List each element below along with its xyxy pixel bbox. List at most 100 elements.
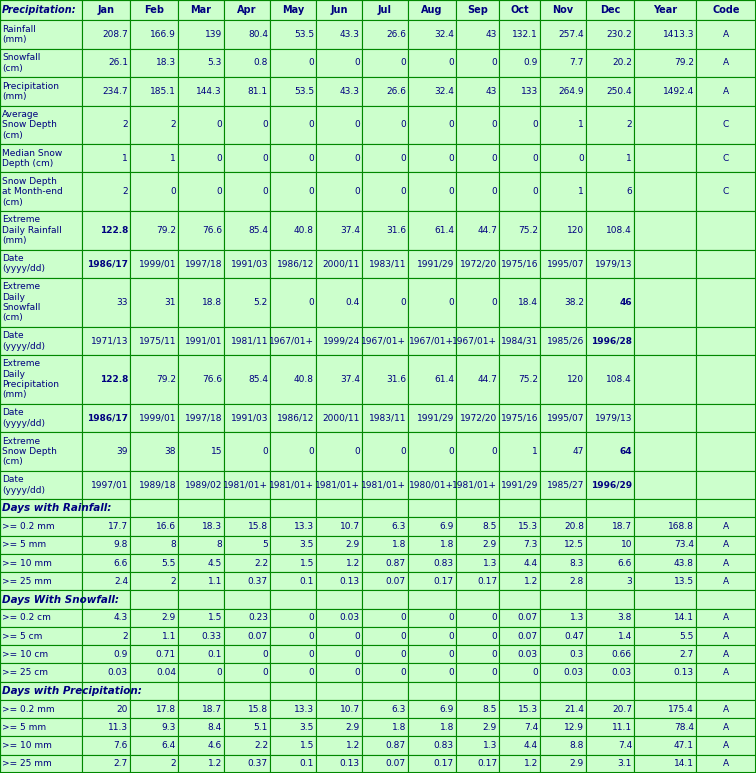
Bar: [316, 682, 362, 700]
Text: 76.6: 76.6: [202, 375, 222, 384]
Text: 47: 47: [572, 447, 584, 456]
Text: 43.8: 43.8: [674, 559, 694, 567]
Bar: [634, 144, 696, 172]
Text: 85.4: 85.4: [248, 226, 268, 235]
Bar: [362, 663, 408, 682]
Bar: [130, 404, 178, 432]
Text: 1991/01: 1991/01: [184, 336, 222, 346]
Text: Date
(yyyy/dd): Date (yyyy/dd): [2, 475, 45, 495]
Bar: [82, 144, 130, 172]
Bar: [130, 682, 178, 700]
Bar: [82, 278, 130, 327]
Text: 75.2: 75.2: [518, 375, 538, 384]
Text: 2000/11: 2000/11: [323, 414, 360, 423]
Text: 2.7: 2.7: [113, 759, 128, 768]
Text: 0.8: 0.8: [253, 59, 268, 67]
Text: 108.4: 108.4: [606, 375, 632, 384]
Bar: [82, 572, 130, 591]
Bar: [586, 499, 634, 517]
Bar: [130, 499, 178, 517]
Bar: [696, 718, 756, 737]
Text: 132.1: 132.1: [513, 30, 538, 39]
Bar: [540, 517, 586, 536]
Text: Median Snow
Depth (cm): Median Snow Depth (cm): [2, 148, 62, 168]
Bar: [224, 499, 270, 517]
Bar: [224, 627, 270, 645]
Text: 33: 33: [116, 298, 128, 307]
Text: 0: 0: [170, 187, 176, 196]
Bar: [696, 250, 756, 278]
Text: 2.4: 2.4: [114, 577, 128, 586]
Bar: [408, 591, 456, 608]
Bar: [499, 355, 540, 404]
Text: 0: 0: [400, 447, 406, 456]
Text: 1981/01+: 1981/01+: [452, 480, 497, 489]
Text: 85.4: 85.4: [248, 375, 268, 384]
Bar: [224, 355, 270, 404]
Text: 2.9: 2.9: [345, 723, 360, 732]
Text: 11.3: 11.3: [108, 723, 128, 732]
Text: 234.7: 234.7: [102, 87, 128, 96]
Text: 32.4: 32.4: [434, 87, 454, 96]
Bar: [82, 471, 130, 499]
Bar: [586, 591, 634, 608]
Text: 0: 0: [400, 154, 406, 163]
Bar: [499, 144, 540, 172]
Text: 13.3: 13.3: [294, 705, 314, 713]
Text: 0.23: 0.23: [248, 613, 268, 622]
Text: 61.4: 61.4: [434, 226, 454, 235]
Bar: [586, 754, 634, 773]
Text: Extreme
Snow Depth
(cm): Extreme Snow Depth (cm): [2, 437, 57, 466]
Text: 1.8: 1.8: [392, 723, 406, 732]
Text: 3.5: 3.5: [299, 540, 314, 550]
Text: 0.07: 0.07: [386, 577, 406, 586]
Text: 18.3: 18.3: [202, 522, 222, 531]
Text: 4.4: 4.4: [524, 741, 538, 750]
Text: C: C: [723, 154, 729, 163]
Text: 43: 43: [485, 87, 497, 96]
Text: 18.8: 18.8: [202, 298, 222, 307]
Bar: [178, 20, 224, 49]
Text: 0.87: 0.87: [386, 559, 406, 567]
Bar: [224, 718, 270, 737]
Text: 75.2: 75.2: [518, 226, 538, 235]
Bar: [499, 20, 540, 49]
Text: 8.4: 8.4: [208, 723, 222, 732]
Text: 31.6: 31.6: [386, 226, 406, 235]
Text: 0: 0: [355, 668, 360, 677]
Bar: [634, 700, 696, 718]
Bar: [540, 278, 586, 327]
Bar: [634, 718, 696, 737]
Bar: [696, 499, 756, 517]
Bar: [270, 49, 316, 77]
Text: 43: 43: [485, 30, 497, 39]
Bar: [0, 404, 82, 432]
Text: 1979/13: 1979/13: [594, 414, 632, 423]
Bar: [408, 105, 456, 144]
Text: 0.03: 0.03: [340, 613, 360, 622]
Bar: [540, 554, 586, 572]
Bar: [224, 572, 270, 591]
Text: Year: Year: [653, 5, 677, 15]
Bar: [456, 250, 499, 278]
Text: 0: 0: [262, 668, 268, 677]
Text: 4.3: 4.3: [113, 613, 128, 622]
Bar: [456, 663, 499, 682]
Bar: [696, 355, 756, 404]
Bar: [586, 49, 634, 77]
Bar: [82, 718, 130, 737]
Text: A: A: [723, 613, 729, 622]
Text: 0.1: 0.1: [299, 577, 314, 586]
Text: Snow Depth
at Month-end
(cm): Snow Depth at Month-end (cm): [2, 177, 63, 206]
Bar: [270, 105, 316, 144]
Bar: [456, 499, 499, 517]
Text: 40.8: 40.8: [294, 226, 314, 235]
Text: 6.6: 6.6: [113, 559, 128, 567]
Text: Aug: Aug: [421, 5, 443, 15]
Bar: [0, 700, 82, 718]
Text: 0: 0: [491, 187, 497, 196]
Bar: [316, 591, 362, 608]
Text: Days with Rainfall:: Days with Rainfall:: [2, 503, 111, 513]
Bar: [0, 432, 82, 471]
Text: Date
(yyyy/dd): Date (yyyy/dd): [2, 408, 45, 427]
